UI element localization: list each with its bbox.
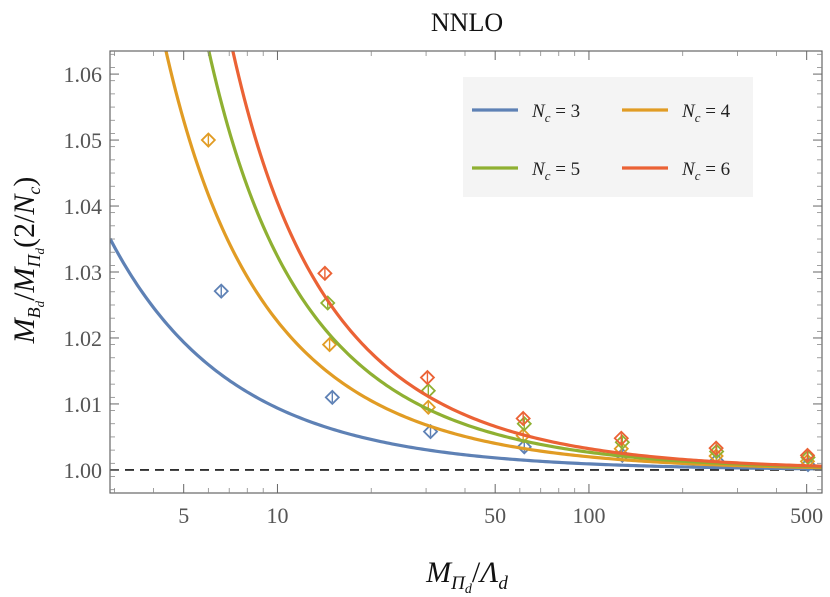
series-line-4 [231,51,822,468]
series-line-1 [110,237,822,471]
diamond-marker [213,283,230,299]
data-point [515,410,531,427]
data-point [317,265,333,282]
diamond-marker [321,336,338,353]
legend-label: Nc = 6 [681,159,730,183]
x-tick-label: 50 [484,503,506,528]
y-tick-label: 1.04 [64,194,103,219]
legend: Nc = 3 Nc = 4 Nc = 5 Nc = 6 [463,77,753,197]
series-4 [231,51,822,468]
y-tick-label: 1.06 [64,62,103,87]
y-tick-label: 1.00 [64,458,103,483]
series-3 [207,51,822,469]
legend-entry: Nc = 5 [472,159,580,183]
y-axis-label: MBd/MΠd(2/Nc) [8,177,47,345]
diamond-marker [708,440,724,456]
diamond-marker [420,399,437,416]
diamond-marker [516,439,533,455]
diamond-marker [515,410,531,427]
series-layer [110,51,822,473]
y-tick-label: 1.01 [64,392,103,417]
data-point [213,283,230,299]
legend-entry: Nc = 6 [622,159,730,183]
y-tick-label: 1.03 [64,260,103,285]
series-2 [164,51,822,470]
legend-label: Nc = 3 [531,101,580,125]
diamond-marker [324,389,341,406]
y-tick-label: 1.05 [64,128,103,153]
diamond-marker [200,132,217,148]
data-point [613,430,630,447]
x-tick-label: 5 [178,503,189,528]
legend-entry: Nc = 3 [472,101,580,125]
legend-label: Nc = 4 [681,101,731,125]
diamond-marker [419,369,436,386]
axes: 1.00 1.01 1.02 1.03 1.04 1.05 1.06 5 10 50 100 500 [64,50,823,528]
y-tick-label: 1.02 [64,326,103,351]
data-point [324,389,341,406]
series-line-3 [207,51,822,469]
x-axis-label: MΠd/Λd [425,556,508,597]
data-point [708,440,724,456]
data-point [799,447,816,464]
diamond-marker [799,447,816,464]
chart-title: NNLO [431,8,503,37]
legend-box [463,77,753,197]
data-point [419,369,436,386]
diamond-marker [613,430,630,447]
diamond-marker [800,449,816,466]
series-line-2 [164,51,822,470]
diamond-marker [319,295,336,311]
x-tick-label: 500 [790,503,823,528]
data-point [321,336,338,353]
data-point [200,132,217,148]
legend-label: Nc = 5 [531,159,580,183]
legend-entry: Nc = 4 [622,101,731,125]
diamond-marker [317,265,333,282]
x-tick-label: 10 [266,503,288,528]
x-tick-label: 100 [572,503,605,528]
